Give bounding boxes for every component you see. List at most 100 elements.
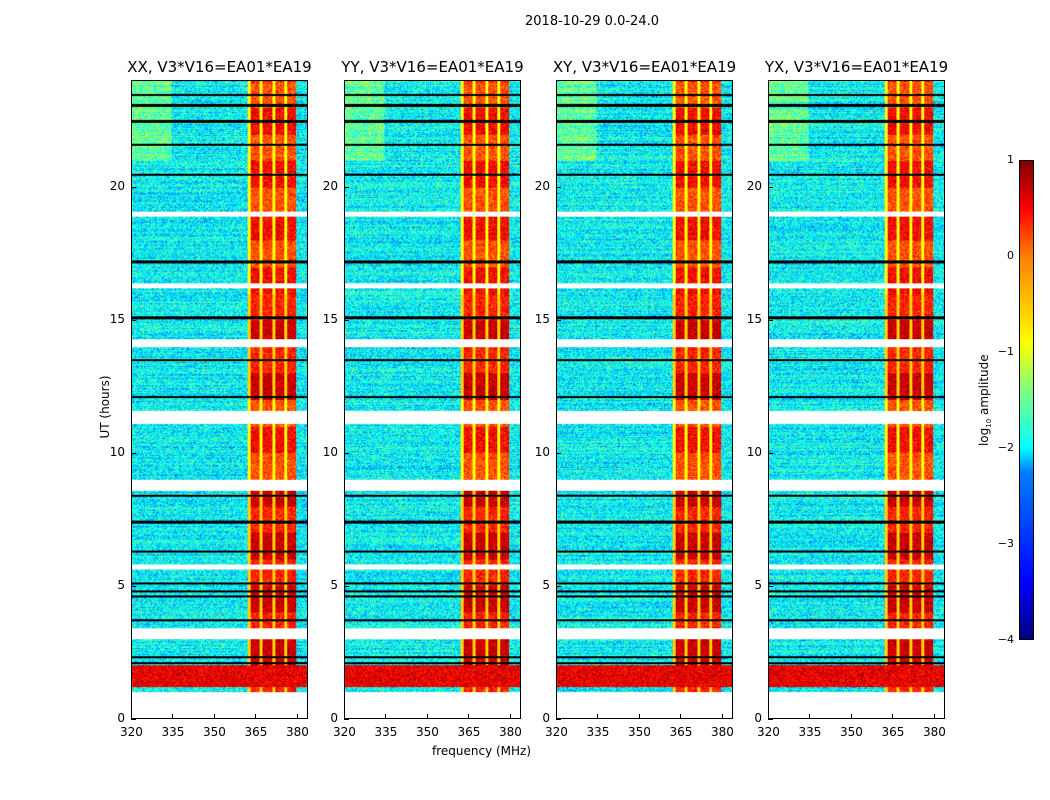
x-tick bbox=[509, 714, 511, 719]
x-tick-label: 320 bbox=[545, 725, 568, 739]
x-tick bbox=[296, 714, 298, 719]
colorbar-label-suffix: amplitude bbox=[976, 354, 991, 419]
x-tick-label: 365 bbox=[244, 725, 268, 739]
y-tick bbox=[768, 452, 773, 454]
colorbar-tick-label: 0 bbox=[1007, 249, 1014, 262]
panel-title: YY, V3*V16=EA01*EA19 bbox=[341, 58, 524, 76]
x-tick bbox=[680, 714, 682, 719]
x-tick bbox=[850, 714, 852, 719]
y-tick-label: 20 bbox=[746, 178, 762, 193]
y-tick-label: 0 bbox=[754, 711, 762, 725]
panel-title: XX, V3*V16=EA01*EA19 bbox=[127, 58, 312, 76]
y-tick bbox=[131, 186, 136, 188]
y-tick-label: 15 bbox=[322, 311, 338, 326]
heatmap-panel-3 bbox=[768, 80, 945, 719]
y-tick-label: 0 bbox=[117, 711, 125, 725]
y-tick bbox=[131, 319, 136, 321]
y-tick-label: 0 bbox=[330, 711, 338, 725]
x-tick-label: 380 bbox=[922, 725, 946, 739]
y-axis-label: UT (hours) bbox=[98, 375, 112, 439]
y-tick bbox=[344, 452, 349, 454]
y-tick-label: 5 bbox=[754, 577, 762, 592]
panel-title: XY, V3*V16=EA01*EA19 bbox=[552, 58, 737, 76]
y-tick-label: 5 bbox=[542, 577, 550, 592]
y-tick-label: 5 bbox=[117, 577, 125, 592]
y-tick bbox=[344, 719, 349, 720]
colorbar-label: log10 amplitude bbox=[977, 345, 993, 455]
panel-title: YX, V3*V16=EA01*EA19 bbox=[764, 58, 949, 76]
x-axis-label: frequency (MHz) bbox=[432, 744, 532, 758]
heatmap-image bbox=[557, 81, 732, 718]
x-tick bbox=[468, 714, 470, 719]
y-tick bbox=[344, 186, 349, 188]
y-tick bbox=[556, 719, 561, 720]
y-tick-label: 15 bbox=[746, 311, 762, 326]
x-tick-label: 320 bbox=[757, 725, 780, 739]
y-tick-label: 10 bbox=[746, 444, 762, 459]
y-tick-label: 10 bbox=[109, 444, 125, 459]
y-tick bbox=[344, 585, 349, 587]
x-tick bbox=[809, 714, 811, 719]
x-tick bbox=[213, 714, 215, 719]
colorbar-label-sub: 10 bbox=[985, 418, 994, 428]
y-tick-label: 20 bbox=[322, 178, 338, 193]
x-tick-label: 350 bbox=[202, 725, 226, 739]
y-tick bbox=[556, 585, 561, 587]
y-tick-label: 15 bbox=[109, 311, 125, 326]
x-tick-label: 335 bbox=[586, 725, 610, 739]
y-tick bbox=[556, 319, 561, 321]
heatmap-panel-2 bbox=[556, 80, 733, 719]
y-tick bbox=[131, 585, 136, 587]
x-tick-label: 365 bbox=[669, 725, 693, 739]
x-tick bbox=[255, 714, 257, 719]
x-tick bbox=[768, 714, 769, 719]
y-tick bbox=[768, 186, 773, 188]
y-tick-label: 15 bbox=[534, 311, 550, 326]
y-tick bbox=[556, 186, 561, 188]
x-tick-label: 335 bbox=[374, 725, 398, 739]
heatmap-panel-1 bbox=[344, 80, 521, 719]
colorbar-tick-label: −2 bbox=[997, 441, 1014, 454]
y-tick-label: 0 bbox=[542, 711, 550, 725]
heatmap-image bbox=[345, 81, 520, 718]
colorbar-tick-label: −3 bbox=[997, 537, 1014, 550]
x-tick-label: 320 bbox=[333, 725, 356, 739]
x-tick-label: 350 bbox=[839, 725, 863, 739]
y-tick bbox=[131, 719, 136, 720]
x-tick bbox=[892, 714, 894, 719]
colorbar-tick-label: −4 bbox=[997, 633, 1014, 646]
x-tick bbox=[933, 714, 935, 719]
x-tick-label: 380 bbox=[498, 725, 522, 739]
y-tick bbox=[768, 719, 773, 720]
x-tick bbox=[556, 714, 557, 719]
x-tick bbox=[638, 714, 640, 719]
x-tick bbox=[721, 714, 723, 719]
x-tick bbox=[597, 714, 599, 719]
x-tick bbox=[172, 714, 174, 719]
x-tick bbox=[426, 714, 428, 719]
y-tick bbox=[556, 452, 561, 454]
x-tick bbox=[344, 714, 345, 719]
y-tick bbox=[768, 319, 773, 321]
y-tick bbox=[344, 319, 349, 321]
x-tick-label: 335 bbox=[798, 725, 822, 739]
x-tick-label: 350 bbox=[415, 725, 439, 739]
x-tick-label: 350 bbox=[627, 725, 651, 739]
x-tick-label: 380 bbox=[710, 725, 734, 739]
x-tick-label: 380 bbox=[285, 725, 309, 739]
heatmap-image bbox=[769, 81, 944, 718]
y-tick bbox=[768, 585, 773, 587]
heatmap-panel-0 bbox=[131, 80, 308, 719]
figure-title: 2018-10-29 0.0-24.0 bbox=[525, 14, 659, 29]
y-tick-label: 5 bbox=[330, 577, 338, 592]
colorbar-tick-label: −1 bbox=[997, 345, 1014, 358]
colorbar bbox=[1019, 160, 1034, 640]
x-tick-label: 320 bbox=[120, 725, 143, 739]
x-tick-label: 365 bbox=[881, 725, 905, 739]
colorbar-label-log: log bbox=[976, 427, 991, 447]
y-tick-label: 20 bbox=[109, 178, 125, 193]
y-tick bbox=[131, 452, 136, 454]
y-tick-label: 10 bbox=[534, 444, 550, 459]
heatmap-image bbox=[132, 81, 307, 718]
